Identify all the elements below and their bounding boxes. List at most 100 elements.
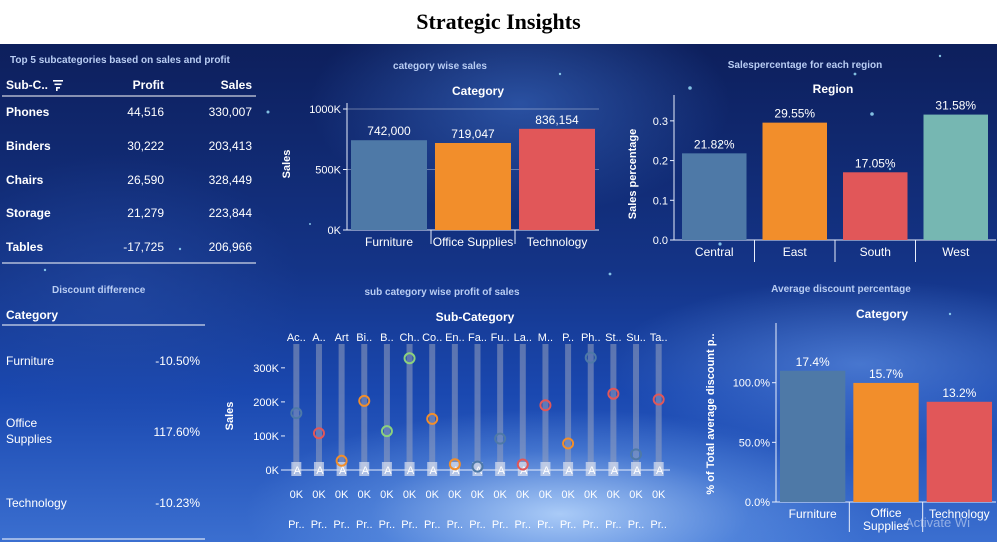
bar-technology[interactable] bbox=[926, 401, 992, 502]
lollipop-stem bbox=[293, 344, 300, 470]
data-point[interactable] bbox=[335, 454, 348, 467]
bottom-tick-label: 0K bbox=[607, 489, 621, 501]
bottom-tick-label: 0K bbox=[471, 489, 485, 501]
row-category: Technology bbox=[6, 496, 67, 510]
data-label: 17.4% bbox=[796, 355, 830, 369]
bar-office-supplies[interactable] bbox=[435, 142, 511, 230]
col-profit[interactable]: Profit bbox=[133, 78, 164, 92]
data-point[interactable] bbox=[516, 458, 529, 471]
marker-box bbox=[381, 462, 392, 476]
data-point[interactable] bbox=[630, 448, 643, 461]
marker-box bbox=[653, 462, 664, 476]
marker-box bbox=[631, 462, 642, 476]
x-tick-label: Office bbox=[870, 506, 901, 520]
dashboard-canvas: Top 5 subcategories based on sales and p… bbox=[2, 54, 996, 540]
data-point[interactable] bbox=[471, 460, 484, 473]
bar-furniture[interactable] bbox=[780, 370, 846, 502]
row-sales: 206,966 bbox=[209, 240, 253, 254]
y-tick-label: 1000K bbox=[309, 104, 341, 116]
marker-label: A bbox=[633, 465, 641, 477]
marker-box bbox=[359, 462, 370, 476]
x-tick-label: Art bbox=[335, 332, 349, 344]
lollipop-stem bbox=[315, 344, 322, 470]
marker-label: A bbox=[294, 465, 302, 477]
avg-discount-ylabel: % of Total average discount p.. bbox=[705, 333, 717, 494]
marker-box bbox=[291, 462, 302, 476]
bar-south[interactable] bbox=[843, 172, 908, 240]
bar-central[interactable] bbox=[682, 153, 747, 240]
row-profit: 21,279 bbox=[127, 206, 164, 220]
data-point[interactable] bbox=[652, 393, 665, 406]
data-point[interactable] bbox=[607, 387, 620, 400]
bar-technology[interactable] bbox=[519, 128, 595, 230]
bar-office-supplies[interactable] bbox=[853, 382, 919, 502]
lollipop-stem bbox=[565, 344, 572, 470]
subcategory-profit-ylabel: Sales bbox=[224, 402, 236, 431]
data-point[interactable] bbox=[562, 437, 575, 450]
bottom-tick-label: 0K bbox=[403, 489, 417, 501]
y-tick-label: 0.0 bbox=[653, 235, 668, 247]
y-tick-label: 0K bbox=[266, 465, 280, 477]
data-label: 21.82% bbox=[694, 137, 735, 151]
bar-furniture[interactable] bbox=[351, 140, 427, 230]
bottom-tick-label: 0K bbox=[290, 489, 304, 501]
x-tick-label: Co.. bbox=[422, 332, 442, 344]
data-point[interactable] bbox=[380, 425, 393, 438]
table-row: Technology -10.23% bbox=[6, 496, 200, 510]
marker-box bbox=[540, 462, 551, 476]
col-category[interactable]: Category bbox=[6, 308, 58, 322]
data-point[interactable] bbox=[358, 394, 371, 407]
bottom-row-label: Pr.. bbox=[605, 519, 622, 531]
subcategory-profit-marks: 0K100K200K300KAc..A0KPr..A..A0KPr..ArtA0… bbox=[253, 332, 670, 531]
marker-label: A bbox=[497, 465, 505, 477]
lollipop-stem bbox=[542, 344, 549, 470]
y-tick-label: 0.3 bbox=[653, 116, 668, 128]
bottom-row-label: Pr.. bbox=[515, 519, 532, 531]
marker-label: A bbox=[611, 465, 619, 477]
data-point[interactable] bbox=[448, 458, 461, 471]
top5-table: Top 5 subcategories based on sales and p… bbox=[2, 55, 256, 264]
x-tick-label: P.. bbox=[562, 332, 574, 344]
lollipop-stem bbox=[519, 344, 526, 470]
data-point[interactable] bbox=[426, 412, 439, 425]
lollipop-stem bbox=[361, 344, 368, 470]
lollipop-stem bbox=[497, 344, 504, 470]
data-point[interactable] bbox=[494, 432, 507, 445]
bar-west[interactable] bbox=[923, 114, 989, 240]
watermark: Activate Wi bbox=[905, 515, 970, 530]
table-row: Office Supplies 117.60% bbox=[6, 416, 200, 446]
data-point[interactable] bbox=[403, 352, 416, 365]
x-tick-label: Su.. bbox=[626, 332, 646, 344]
category-sales-title: category wise sales bbox=[393, 61, 487, 72]
marker-box bbox=[495, 462, 506, 476]
col-subcategory[interactable]: Sub-C.. bbox=[6, 78, 48, 92]
category-sales-marks: 0K 500K 1000K 742,000 Furniture 719,047 Office… bbox=[309, 103, 599, 249]
lollipop-stem bbox=[451, 344, 458, 470]
y-tick-label: 200K bbox=[253, 397, 279, 409]
bottom-row-label: Pr.. bbox=[311, 519, 328, 531]
x-tick-label: Ta.. bbox=[650, 332, 668, 344]
bottom-tick-label: 0K bbox=[448, 489, 462, 501]
bar-east[interactable] bbox=[762, 122, 828, 240]
y-tick-label: 500K bbox=[315, 165, 341, 177]
bottom-tick-label: 0K bbox=[539, 489, 553, 501]
col-sales[interactable]: Sales bbox=[221, 78, 253, 92]
data-point[interactable] bbox=[584, 351, 597, 364]
y-tick-label: 0.1 bbox=[653, 195, 668, 207]
region-sales-chart: Salespercentage for each region Region S… bbox=[627, 60, 996, 262]
marker-label: A bbox=[339, 465, 347, 477]
row-subcategory: Tables bbox=[6, 240, 43, 254]
x-tick-label: Ph.. bbox=[581, 332, 601, 344]
data-point[interactable] bbox=[290, 407, 303, 420]
category-sales-chart: category wise sales Category Sales 0K 500… bbox=[281, 61, 599, 249]
bottom-row-label: Pr.. bbox=[424, 519, 441, 531]
marker-label: A bbox=[656, 465, 664, 477]
y-tick-label: 300K bbox=[253, 363, 279, 375]
row-category: Office bbox=[6, 416, 37, 430]
sort-icon[interactable] bbox=[53, 80, 63, 91]
x-tick-label: Central bbox=[695, 245, 734, 259]
data-label: 13.2% bbox=[942, 386, 976, 400]
data-point[interactable] bbox=[312, 427, 325, 440]
data-point[interactable] bbox=[539, 399, 552, 412]
region-sales-ylabel: Sales percentage bbox=[627, 129, 639, 220]
